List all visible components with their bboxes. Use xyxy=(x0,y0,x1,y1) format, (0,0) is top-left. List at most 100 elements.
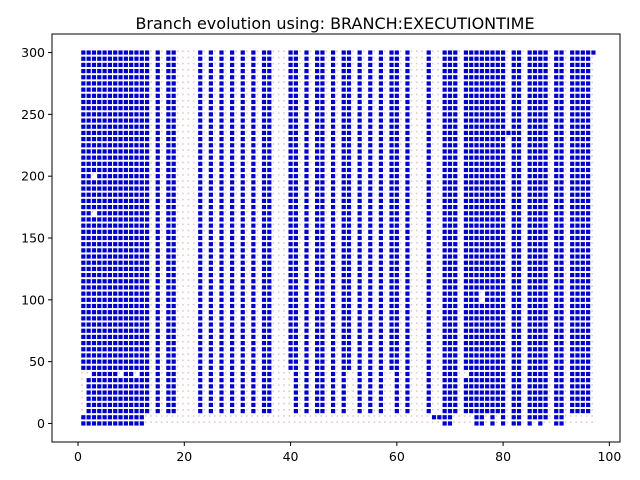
point-filled xyxy=(261,87,267,92)
point-filled xyxy=(208,371,213,377)
point-empty xyxy=(362,266,365,269)
point-filled xyxy=(453,328,458,333)
point-empty xyxy=(187,365,190,368)
point-empty xyxy=(431,291,434,294)
point-empty xyxy=(256,378,259,380)
point-empty xyxy=(415,204,418,207)
point-filled xyxy=(139,211,144,216)
point-filled xyxy=(479,285,484,290)
point-filled xyxy=(118,266,123,272)
point-filled xyxy=(378,235,383,241)
point-filled xyxy=(86,136,91,142)
point-filled xyxy=(219,359,224,364)
point-filled xyxy=(447,272,453,278)
point-filled xyxy=(479,93,484,98)
point-empty xyxy=(214,204,216,207)
point-empty xyxy=(309,254,312,257)
point-empty xyxy=(309,260,312,263)
point-empty xyxy=(224,192,227,195)
point-empty xyxy=(362,408,365,411)
point-empty xyxy=(235,260,237,263)
point-filled xyxy=(102,136,107,142)
point-empty xyxy=(187,87,190,90)
point-filled xyxy=(293,291,298,296)
point-empty xyxy=(224,390,227,393)
point-filled xyxy=(251,124,256,129)
point-filled xyxy=(155,99,160,105)
point-filled xyxy=(198,56,203,61)
point-filled xyxy=(107,235,113,241)
point-empty xyxy=(235,340,237,343)
point-empty xyxy=(506,415,508,417)
point-empty xyxy=(431,316,434,318)
point-filled xyxy=(469,266,474,272)
point-filled xyxy=(166,155,171,160)
point-empty xyxy=(272,334,275,337)
point-filled xyxy=(389,310,394,315)
point-filled xyxy=(166,149,171,154)
point-empty xyxy=(394,421,397,423)
point-filled xyxy=(501,149,506,154)
point-filled xyxy=(320,384,325,389)
point-empty xyxy=(150,254,152,257)
point-filled xyxy=(357,229,362,234)
point-filled xyxy=(166,340,171,346)
point-empty xyxy=(346,408,349,411)
point-filled xyxy=(330,180,336,185)
point-filled xyxy=(501,81,506,86)
point-empty xyxy=(256,396,259,399)
point-empty xyxy=(421,266,423,269)
point-filled xyxy=(171,291,176,296)
point-filled xyxy=(230,87,235,92)
point-empty xyxy=(299,130,301,133)
point-filled xyxy=(511,93,516,98)
point-empty xyxy=(336,279,338,281)
point-empty xyxy=(415,353,418,355)
point-empty xyxy=(325,93,328,96)
point-filled xyxy=(469,50,474,55)
point-filled xyxy=(123,291,128,296)
point-filled xyxy=(304,279,309,284)
point-empty xyxy=(203,167,206,170)
point-empty xyxy=(235,198,237,201)
point-filled xyxy=(320,316,325,321)
point-filled xyxy=(107,112,113,117)
point-filled xyxy=(118,223,123,228)
point-filled xyxy=(490,186,495,191)
point-filled xyxy=(97,229,102,234)
point-empty xyxy=(150,136,152,139)
point-empty xyxy=(299,174,301,176)
point-filled xyxy=(219,204,224,210)
point-filled xyxy=(86,93,91,98)
point-empty xyxy=(203,112,206,114)
point-filled xyxy=(261,161,267,166)
point-filled xyxy=(447,384,453,389)
point-filled xyxy=(346,328,352,333)
point-filled xyxy=(240,279,245,284)
point-filled xyxy=(97,87,102,92)
point-filled xyxy=(341,174,346,179)
point-empty xyxy=(277,291,280,294)
point-empty xyxy=(352,266,354,269)
point-empty xyxy=(309,174,312,176)
point-filled xyxy=(102,378,107,383)
point-filled xyxy=(442,390,447,395)
point-filled xyxy=(288,50,293,55)
point-empty xyxy=(325,384,328,386)
point-filled xyxy=(469,359,474,364)
point-filled xyxy=(389,260,394,265)
point-filled xyxy=(368,334,373,340)
point-filled xyxy=(102,272,107,278)
point-filled xyxy=(304,303,309,309)
point-empty xyxy=(431,81,434,83)
point-filled xyxy=(341,112,346,117)
point-empty xyxy=(410,211,413,213)
point-empty xyxy=(384,415,386,417)
point-filled xyxy=(357,143,362,148)
point-filled xyxy=(118,186,123,191)
point-empty xyxy=(410,347,413,349)
point-filled xyxy=(495,310,500,315)
point-empty xyxy=(277,266,280,269)
point-filled xyxy=(474,217,479,222)
point-filled xyxy=(107,421,113,426)
